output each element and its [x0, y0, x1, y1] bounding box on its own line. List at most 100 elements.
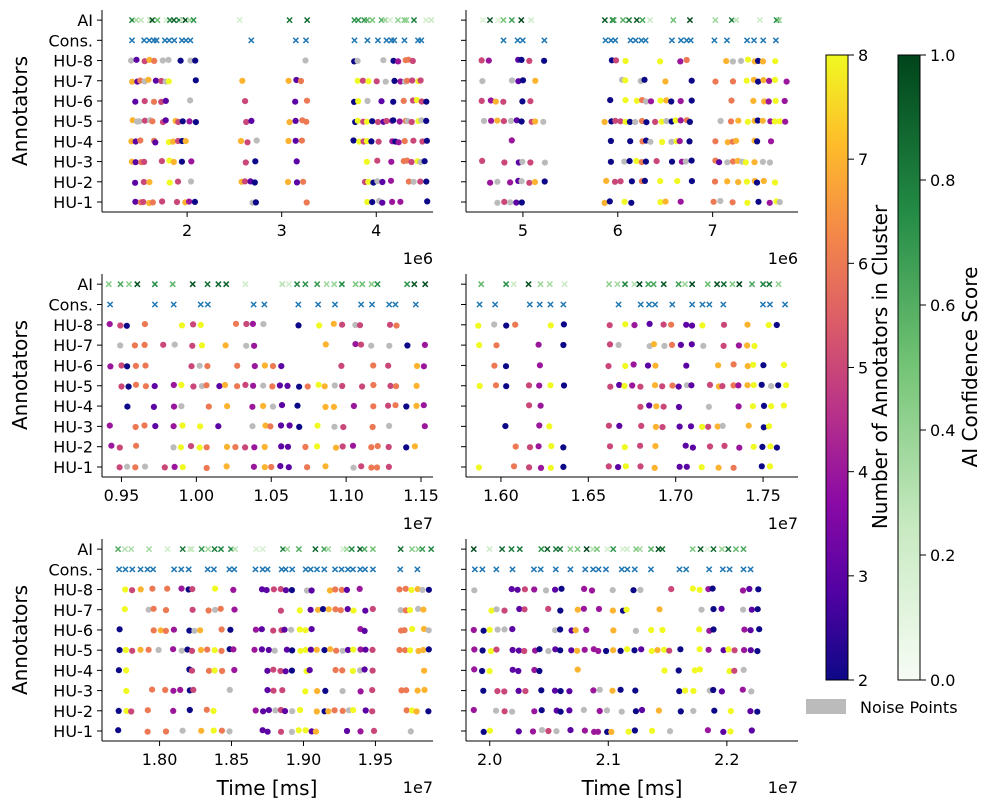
annotator-point [142, 362, 149, 369]
annotator-point [418, 117, 425, 124]
annotator-point [603, 177, 610, 184]
annotator-point [601, 199, 608, 206]
annotator-point [283, 646, 290, 653]
annotator-point [269, 403, 277, 410]
annotator-point [205, 403, 212, 410]
y-axis-label-row-2: Annotators [8, 320, 32, 430]
annotator-point [486, 626, 493, 633]
annotator-point [231, 666, 238, 674]
ai-marker [736, 281, 743, 288]
annotator-point [316, 322, 323, 329]
annotator-point [326, 587, 334, 594]
annotator-point [171, 341, 178, 348]
ai-marker [636, 545, 644, 553]
annotator-point [418, 98, 425, 105]
annotator-point [646, 320, 653, 327]
ai-marker [394, 16, 402, 24]
annotator-point [638, 706, 646, 714]
annotator-point [363, 138, 370, 145]
annotator-point [244, 139, 251, 146]
annotator-point [177, 444, 184, 451]
annotator-point [263, 587, 270, 594]
consensus-marker [401, 37, 408, 44]
annotator-point [606, 443, 614, 450]
annotator-point [234, 362, 241, 369]
annotator-point [492, 707, 500, 714]
annotator-point [331, 382, 338, 389]
annotator-point [131, 342, 138, 349]
annotator-point [108, 442, 115, 449]
annotator-point [581, 585, 588, 593]
annotator-point [672, 117, 679, 124]
annotator-point [343, 586, 350, 594]
annotator-point [170, 158, 177, 166]
ai-marker [775, 281, 782, 288]
annotator-point [293, 179, 301, 186]
annotator-point [535, 443, 542, 450]
consensus-marker [141, 37, 148, 44]
annotator-point [414, 586, 421, 593]
consensus-marker [289, 566, 296, 573]
y-tick-label: HU-8 [53, 52, 93, 71]
annotator-point [251, 363, 258, 370]
consensus-marker [476, 301, 483, 308]
annotator-point [618, 708, 625, 715]
annotator-point [152, 77, 159, 84]
annotator-point [537, 464, 545, 471]
annotator-point [739, 686, 746, 693]
annotator-point [706, 443, 714, 450]
annotator-point [374, 118, 382, 126]
annotator-point [188, 363, 195, 370]
annotator-point [759, 443, 766, 450]
ai-marker [609, 16, 616, 24]
annotator-point [607, 383, 614, 390]
annotator-point [277, 607, 284, 614]
ai-marker [593, 545, 601, 553]
annotator-point [513, 199, 520, 206]
consensus-marker [689, 301, 696, 308]
annotator-point [296, 607, 303, 614]
ai-marker [633, 16, 640, 24]
annotator-point [192, 57, 199, 64]
ai-marker [733, 16, 740, 24]
annotator-point [188, 667, 196, 674]
annotator-point [622, 97, 629, 104]
annotator-point [212, 585, 219, 592]
ai-marker [422, 281, 429, 288]
annotator-point [494, 626, 501, 633]
annotator-point [719, 422, 726, 429]
annotator-point [270, 627, 277, 634]
annotator-point [171, 463, 178, 470]
annotator-point [123, 707, 130, 715]
annotator-point [627, 138, 634, 145]
ai-marker [614, 281, 621, 288]
consensus-marker [361, 566, 369, 573]
ai-marker [137, 16, 145, 24]
annotator-point [146, 179, 153, 186]
colorbar-ai-tick-1: 0.2 [930, 546, 955, 565]
annotator-point [420, 646, 427, 654]
annotator-point [303, 199, 310, 206]
annotator-point [227, 626, 234, 633]
consensus-marker [368, 301, 376, 308]
ai-marker [145, 545, 153, 553]
annotator-point [364, 198, 371, 206]
consensus-marker [357, 301, 365, 308]
annotator-point [252, 199, 259, 206]
annotator-point [357, 341, 365, 348]
consensus-marker [357, 566, 364, 573]
consensus-marker [344, 566, 352, 573]
ai-marker [516, 545, 523, 553]
annotator-point [354, 77, 361, 84]
annotator-point [133, 56, 140, 63]
annotator-point [755, 78, 762, 85]
annotator-point [552, 646, 559, 653]
annotator-point [605, 422, 613, 429]
annotator-point [726, 668, 733, 675]
annotator-point [361, 666, 368, 673]
annotator-point [322, 341, 329, 348]
annotator-point [512, 443, 519, 450]
annotator-point [765, 98, 772, 105]
annotator-point [751, 159, 758, 166]
annotator-point [721, 442, 728, 449]
